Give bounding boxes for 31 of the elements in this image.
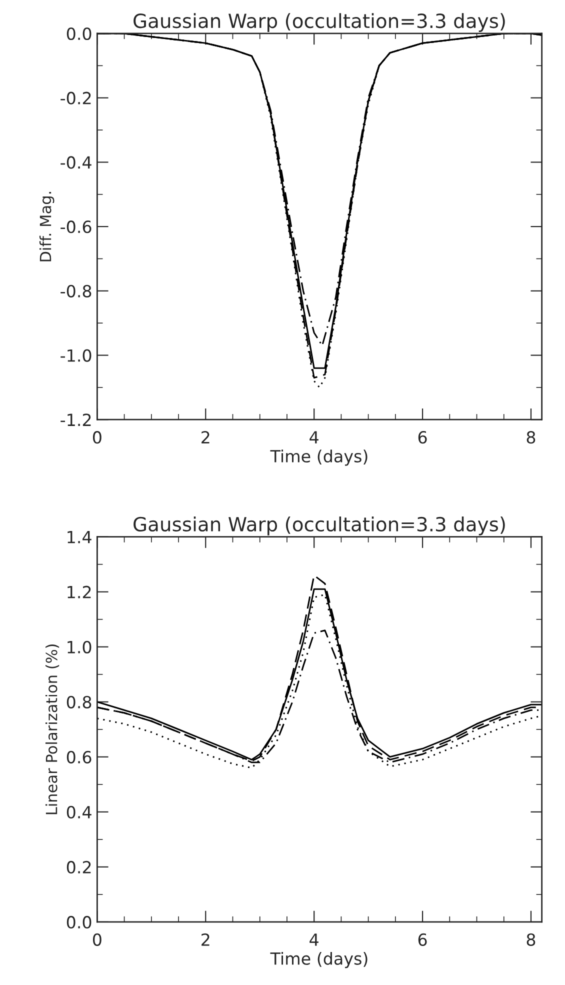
x-tick-label: 2 [202,933,210,946]
x-tick-label: 8 [526,431,536,444]
y-tick-label: 0.0 [66,27,92,40]
y-tick-label: 1.4 [68,531,92,544]
chart-title: Gaussian Warp (occultation=3.3 days) [134,13,505,32]
x-tick-label: 4 [310,431,318,444]
y-tick-label: 0.8 [66,696,92,708]
y-tick-label: 1.2 [68,586,91,598]
y-tick-label: 0.6 [66,750,92,764]
x-tick-label: 0 [92,933,102,946]
y-tick-label: -1.2 [60,414,91,426]
x-tick-label: 4 [310,934,318,946]
y-axis-title: Diff. Mag. [39,192,54,262]
y-tick-label: 0.0 [66,916,92,929]
x-tick-label: 8 [526,933,536,946]
y-tick-label: 1.0 [68,640,92,654]
y-tick-label: -0.8 [60,284,92,298]
chart-title: Gaussian Warp (occultation=3.3 days) [134,516,505,536]
y-tick-label: -0.2 [60,92,91,104]
y-tick-label: -0.6 [60,220,92,234]
y-tick-label: 0.2 [66,860,91,874]
x-axis-title: Time (days) [270,450,368,466]
y-tick-label: -0.4 [60,156,92,169]
x-tick-label: 6 [418,933,427,946]
x-axis-title: Time (days) [270,952,368,968]
y-axis-title: Linear Polarization (%) [45,644,60,814]
y-tick-label: 0.4 [66,806,92,818]
x-tick-label: 2 [202,431,210,444]
x-tick-label: 0 [92,431,102,444]
x-tick-label: 6 [418,431,427,444]
y-tick-label: -1.0 [60,349,92,362]
